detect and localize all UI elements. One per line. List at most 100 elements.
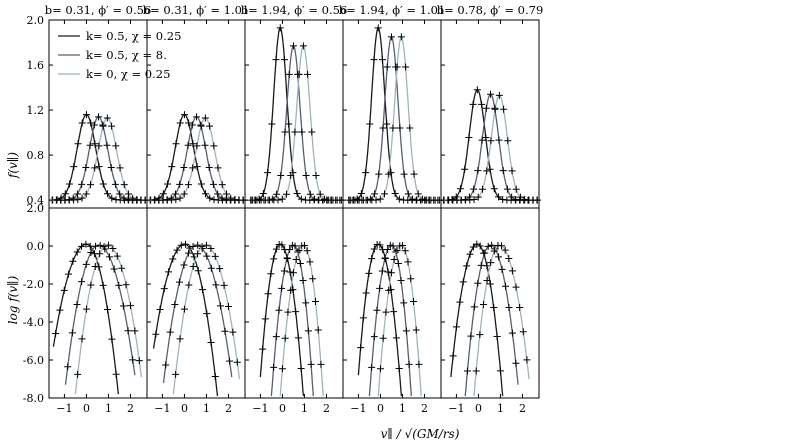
series-1-marker-bottom xyxy=(357,344,365,352)
series-1-marker-bottom xyxy=(104,306,112,314)
series-1-marker-bottom xyxy=(259,345,267,353)
series-2-marker-bottom xyxy=(481,249,489,257)
y-tick-label-bottom: -2.0 xyxy=(23,278,44,291)
series-1-marker-top xyxy=(78,119,86,127)
series-1-marker-bottom xyxy=(368,255,376,263)
series-3-marker-bottom xyxy=(220,281,228,289)
series-3-marker-top xyxy=(410,170,418,178)
series-3-marker-top xyxy=(95,142,103,150)
series-2-marker-bottom xyxy=(203,252,211,260)
series-2-marker-top xyxy=(499,167,507,175)
legend: k= 0.5, χ = 0.25 k= 0.5, χ = 8. k= 0, χ … xyxy=(58,29,181,81)
series-3-marker-bottom xyxy=(87,281,95,289)
series-2-line-bottom xyxy=(464,244,519,397)
series-3-marker-top xyxy=(218,181,226,189)
series-1-marker-bottom xyxy=(390,308,398,316)
series-1-marker-bottom xyxy=(203,310,211,318)
series-3-marker-top xyxy=(120,181,128,189)
series-2-marker-bottom xyxy=(275,306,283,314)
series-2-marker-bottom xyxy=(212,281,220,289)
series-2-marker-bottom xyxy=(180,261,188,269)
series-3-marker-bottom xyxy=(501,246,509,254)
x-tick-label: −1 xyxy=(154,402,170,415)
series-1-marker-top xyxy=(185,119,193,127)
series-3-marker-bottom xyxy=(508,267,516,275)
series-2-marker-top xyxy=(205,163,213,171)
series-1-marker-bottom xyxy=(384,268,392,276)
series-1-marker-top xyxy=(499,195,507,203)
x-tick-label: 0 xyxy=(279,402,286,415)
series-3-marker-bottom xyxy=(224,303,232,311)
series-3-marker-bottom xyxy=(295,247,303,255)
series-1-marker-bottom xyxy=(52,329,60,337)
series-3-marker-bottom xyxy=(401,247,409,255)
series-3-marker-top xyxy=(491,105,499,113)
series-2-marker-bottom xyxy=(376,284,384,292)
legend-label-series-3: k= 0, χ = 0.25 xyxy=(86,67,170,81)
x-tick-label: −1 xyxy=(252,402,268,415)
series-2-marker-top xyxy=(289,42,297,50)
series-1-marker-top xyxy=(494,193,502,201)
series-2-marker-bottom xyxy=(467,332,475,340)
series-3-marker-top xyxy=(116,164,124,172)
series-3-marker-bottom xyxy=(100,243,108,251)
series-3-marker-top xyxy=(112,142,120,150)
series-1-marker-bottom xyxy=(292,308,300,316)
series-2-marker-top xyxy=(482,104,490,112)
series-3-marker-bottom xyxy=(382,308,390,316)
series-3-marker-bottom xyxy=(387,269,395,277)
series-2-marker-top xyxy=(311,195,319,203)
series-2-marker-bottom xyxy=(189,243,197,251)
series-2-marker-top xyxy=(387,33,395,41)
series-3-marker-bottom xyxy=(281,334,289,342)
series-1-marker-bottom xyxy=(199,286,207,294)
series-3-marker-top xyxy=(78,194,86,202)
series-1-marker-bottom xyxy=(270,255,278,263)
series-3-marker-bottom xyxy=(233,358,241,366)
series-2-marker-bottom xyxy=(304,327,312,335)
series-1-marker-top xyxy=(66,180,74,188)
series-3-marker-top xyxy=(516,193,524,201)
series-1-marker-bottom xyxy=(452,323,460,331)
series-3-marker-bottom xyxy=(407,275,415,283)
series-2-marker-top xyxy=(90,121,98,129)
series-2-marker-top xyxy=(103,141,111,149)
series-2-marker-bottom xyxy=(463,367,471,375)
series-3-marker-bottom xyxy=(317,360,325,368)
series-3-marker-bottom xyxy=(82,305,90,313)
series-3-marker-top xyxy=(533,196,541,204)
series-1-marker-top xyxy=(297,195,305,203)
series-1-marker-top xyxy=(91,140,99,148)
series-1-marker-top xyxy=(61,190,69,198)
series-3-marker-bottom xyxy=(74,370,82,378)
panel-title-3: b= 1.94, ϕ′ = 0.56 xyxy=(241,3,348,17)
series-3-marker-bottom xyxy=(490,247,498,255)
series-1-marker-top xyxy=(172,140,180,148)
series-2-marker-top xyxy=(111,180,119,188)
series-2-marker-top xyxy=(281,128,289,136)
series-3-marker-top xyxy=(487,137,495,145)
series-2-marker-top xyxy=(302,172,310,180)
series-2-marker-top xyxy=(379,124,387,132)
panel-2: b= 0.31, ϕ′ = 1.01 −1 0 1 2 xyxy=(143,3,250,415)
series-2-marker-bottom xyxy=(226,357,234,365)
series-3-marker-bottom xyxy=(398,242,406,250)
series-2-marker-top xyxy=(273,190,281,198)
series-1-marker-bottom xyxy=(463,262,471,270)
series-2-marker-top xyxy=(201,141,209,149)
series-1-marker-bottom xyxy=(165,268,173,276)
series-3-marker-top xyxy=(372,196,380,204)
series-1-marker-bottom xyxy=(476,242,484,250)
series-2-marker-bottom xyxy=(477,261,485,269)
series-1-line-top xyxy=(248,27,341,201)
series-1-line-top xyxy=(346,27,439,201)
series-3-marker-top xyxy=(193,142,201,150)
y-tick-label-top: 0.4 xyxy=(27,194,45,207)
panel-title-1: b= 0.31, ϕ′ = 0.56 xyxy=(45,3,152,17)
series-3-marker-top xyxy=(184,181,192,189)
series-1-marker-bottom xyxy=(65,270,73,278)
series-2-marker-bottom xyxy=(470,303,478,311)
series-2-marker-bottom xyxy=(87,248,95,256)
series-1-marker-bottom xyxy=(362,289,370,297)
